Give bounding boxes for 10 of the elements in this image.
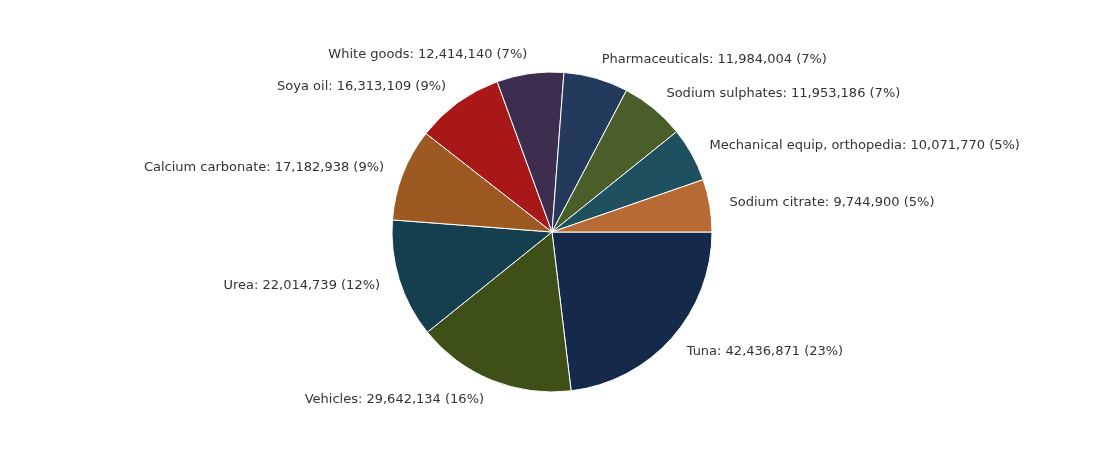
slice-label: Sodium citrate: 9,744,900 (5%) (729, 194, 935, 210)
slice-label: Calcium carbonate: 17,182,938 (9%) (143, 158, 385, 174)
slice-label: Vehicles: 29,642,134 (16%) (304, 390, 485, 406)
slice-label: Soya oil: 16,313,109 (9%) (277, 78, 447, 94)
slice-label: Pharmaceuticals: 11,984,004 (7%) (601, 50, 827, 66)
slice-label: White goods: 12,414,140 (7%) (328, 45, 528, 61)
slice-label: Urea: 22,014,739 (12%) (223, 277, 381, 293)
slice-label: Mechanical equip, orthopedia: 10,071,770 (5%) (709, 136, 1020, 152)
slice-label: Tuna: 42,436,871 (23%) (685, 343, 844, 359)
slice-label: Sodium sulphates: 11,953,186 (7%) (666, 85, 901, 101)
